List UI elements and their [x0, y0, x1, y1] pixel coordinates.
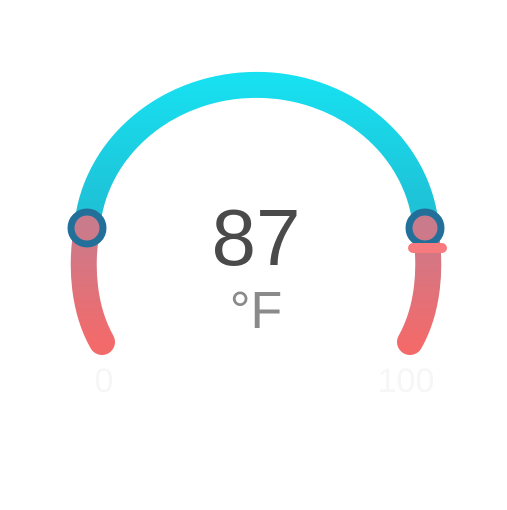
min-range-label: 0 [95, 362, 114, 400]
gauge-left-handle[interactable] [67, 208, 107, 248]
temperature-unit: °F [230, 282, 283, 340]
max-range-label: 100 [378, 362, 435, 400]
temperature-value: 87 [212, 193, 301, 282]
gauge-track-arc [74, 71, 439, 230]
